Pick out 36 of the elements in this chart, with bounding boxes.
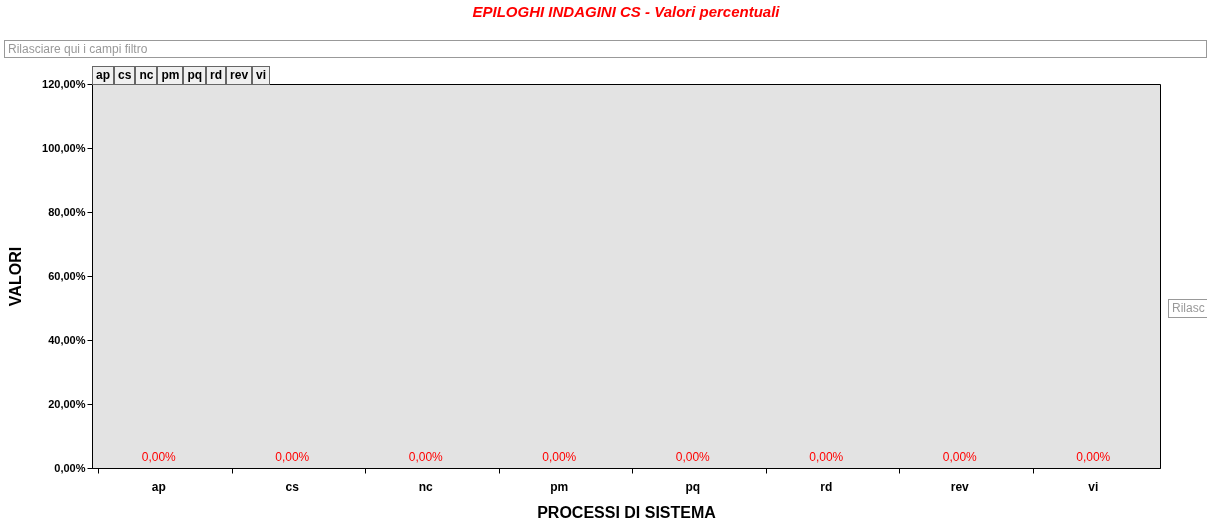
x-tick-label: cs [285,479,300,494]
data-label: 0,00% [942,450,978,464]
y-tick-label: 120,00% [42,77,86,90]
x-tick-label: ap [151,479,166,494]
x-tick-label: rev [950,479,970,494]
x-tick-label: rd [820,479,833,494]
data-label: 0,00% [809,450,844,464]
field-button: rev [226,66,253,85]
y-tick-label: 100,00% [42,141,86,154]
x-tick-label: nc [418,479,434,494]
field-button: nc [135,66,158,85]
data-label: 0,00% [141,450,177,464]
field-button: rd [206,66,227,85]
chart-title: EPILOGHI INDAGINI CS - Valori percentuali [472,3,781,20]
field-button: ap [92,66,114,85]
x-axis-title: PROCESSI DI SISTEMA [537,503,717,521]
x-tick-label: pq [685,479,701,494]
data-field: Rilasc [1168,299,1207,318]
y-tick-label: 0,00% [54,461,86,474]
data-label: 0,00% [675,450,711,464]
y-tick-label: 20,00% [48,397,86,410]
data-label: 0,00% [1076,450,1111,464]
data-label: 0,00% [408,450,444,464]
field-button: pm [157,66,184,85]
x-tick-label: pm [550,479,569,494]
x-tick-label: vi [1088,479,1099,494]
data-label: 0,00% [275,450,310,464]
data-label: 0,00% [542,450,577,464]
y-tick-label: 60,00% [48,269,86,282]
filter-field: Rilasciare qui i campi filtro [4,40,1207,58]
field-button: vi [252,66,271,85]
y-tick-label: 40,00% [48,333,86,346]
y-tick-label: 80,00% [48,205,86,218]
field-button: cs [114,66,136,85]
y-axis-title: VALORI [7,246,25,307]
field-button: pq [183,66,207,85]
